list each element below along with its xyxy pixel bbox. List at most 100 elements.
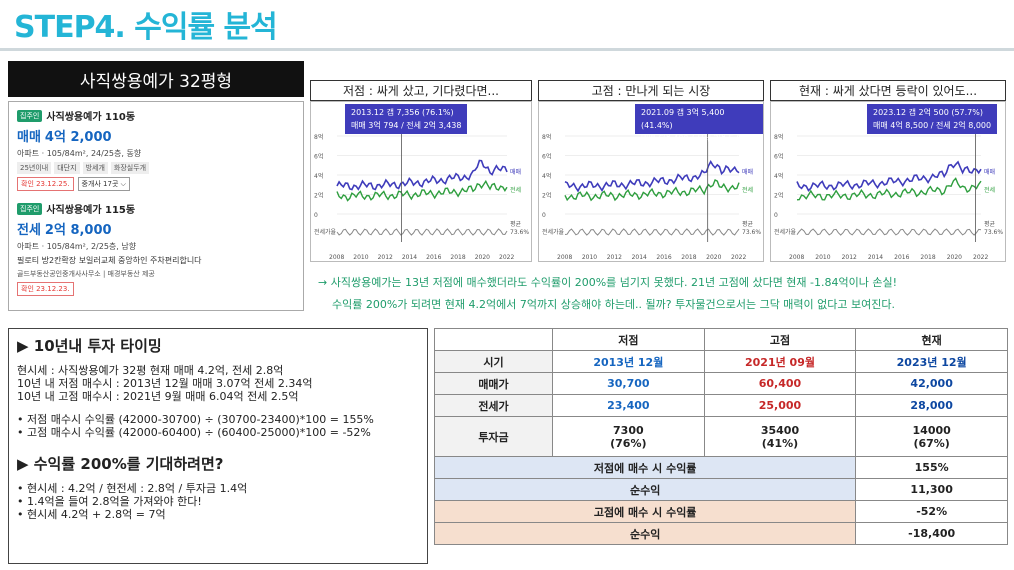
section-heading: ▶ 10년내 투자 타이밍: [17, 337, 162, 355]
confirm-date: 확인 23.12.23.: [17, 282, 74, 296]
listing-tags: 25년이내 대단지 방세개 화장실두개: [17, 162, 295, 174]
column-header: 현재: [855, 328, 1008, 351]
x-tick-label: 2018: [920, 254, 935, 261]
average-ratio: 73.6%: [510, 229, 529, 236]
x-tick-label: 2022: [499, 254, 514, 261]
row-header: 시기: [434, 350, 553, 373]
y-tick-label: 4억: [774, 172, 783, 180]
x-tick-label: 2018: [681, 254, 696, 261]
owner-badge: 집주인: [17, 202, 43, 215]
y-tick-label: 8억: [314, 133, 323, 141]
y-tick-label: 6억: [314, 153, 323, 161]
timing-panel: ▶ 10년내 투자 타이밍 현시세 : 사직쌍용예가 32평 현재 매매 4.2…: [8, 328, 428, 564]
legend-rent: 전세: [510, 186, 521, 194]
average-ratio: 73.6%: [984, 229, 1003, 236]
x-tick-label: 2012: [378, 254, 393, 261]
table-row: 투자금 7300 (76%) 35400 (41%) 14000 (67%): [434, 416, 1008, 457]
title-divider: [0, 48, 1014, 51]
summary-row: 순수익 11,300: [433, 478, 1008, 501]
table-cell: 2021년 09월: [703, 350, 857, 373]
bullet-item: 현시세 4.2억 + 2.8억 = 7억: [17, 508, 419, 521]
x-tick-label: 2014: [632, 254, 647, 261]
x-tick-label: 2010: [353, 254, 368, 261]
x-tick-label: 2012: [607, 254, 622, 261]
returns-table: 저점 고점 현재 시기 2013년 12월 2021년 09월 2023년 12…: [433, 328, 1008, 545]
ratio-axis-label: 전세가율: [314, 228, 337, 236]
table-cell: 60,400: [703, 372, 857, 395]
summary-value: 11,300: [855, 478, 1008, 501]
y-tick-label: 0: [542, 212, 546, 219]
x-tick-label: 2020: [947, 254, 962, 261]
table-cell: 25,000: [703, 394, 857, 417]
apartment-header: 사직쌍용예가 32평형: [8, 61, 304, 97]
ratio-axis-label: 전세가율: [774, 228, 797, 236]
listing-price: 4억 2,000: [44, 130, 112, 145]
rent-ratio-line: [336, 228, 508, 236]
price-chart-low[interactable]: 8억 6억 4억 2억 0 2008 2010 2012 2014 2016 2018 2020 202…: [310, 101, 532, 262]
bullet-item: 현시세 : 4.2억 / 현전세 : 2.8억 / 투자금 1.4억: [17, 482, 419, 495]
x-tick-label: 2022: [731, 254, 746, 261]
x-tick-label: 2008: [789, 254, 804, 261]
chart-title-high: 고점 : 만나게 되는 시장: [538, 80, 764, 101]
y-tick-label: 8억: [542, 133, 551, 141]
page-title: STEP4. 수익률 분석: [14, 10, 278, 45]
price-chart-now[interactable]: 8억 6억 4억 2억 0 2008 2010 2012 2014 2016 2018 2020 202…: [770, 101, 1006, 262]
x-tick-label: 2014: [402, 254, 417, 261]
legend-sale: 매매: [510, 168, 521, 176]
text-line: 10년 내 저점 매수시 : 2013년 12월 매매 3.07억 전세 2.3…: [17, 377, 313, 390]
rent-ratio-line: [796, 228, 982, 236]
x-tick-label: 2016: [894, 254, 909, 261]
listing-price: 2억 8,000: [44, 223, 112, 238]
average-ratio: 73.6%: [742, 229, 761, 236]
broker-dropdown[interactable]: 중개사 17곳 ⌵: [77, 177, 130, 191]
tag: 화장실두개: [110, 162, 150, 174]
listing-name: 사직쌍용예가 110동: [46, 112, 136, 123]
x-tick-label: 2008: [329, 254, 344, 261]
table-cell: 28,000: [855, 394, 1008, 417]
table-row: 시기 2013년 12월 2021년 09월 2023년 12월: [434, 350, 1008, 373]
sale-price-line: [336, 159, 508, 191]
ratio-axis-label: 전세가율: [542, 228, 565, 236]
column-header: 저점: [552, 328, 705, 351]
listing-specs: 아파트 · 105/84m², 2/25층, 남향: [17, 242, 137, 251]
listing-item[interactable]: 집주인 사직쌍용예가 110동 매매 4억 2,000 아파트 · 105/84m²…: [17, 108, 295, 191]
table-row: 매매가 30,700 60,400 42,000: [434, 372, 1008, 395]
listing-specs: 아파트 · 105/84m², 24/25층, 동향: [17, 149, 142, 158]
summary-label: 고점에 매수 시 수익률: [433, 500, 857, 523]
table-row: 전세가 23,400 25,000 28,000: [434, 394, 1008, 417]
listing-description: 필로티 방2칸확장 보일러교체 중앙하인 주차편리합니다: [17, 256, 202, 265]
price-chart-high[interactable]: 8억 6억 4억 2억 0 2008 2010 2012 2014 2016 2018 2020 202…: [538, 101, 764, 262]
x-tick-label: 2016: [656, 254, 671, 261]
y-tick-label: 4억: [542, 172, 551, 180]
bullet-item: 1.4억을 들여 2.8억을 가져와야 한다!: [17, 495, 419, 508]
section-heading: ▶ 수익률 200%를 기대하려면?: [17, 455, 224, 473]
x-tick-label: 2012: [842, 254, 857, 261]
table-cell: 35400 (41%): [703, 416, 857, 457]
listing-panel: 집주인 사직쌍용예가 110동 매매 4억 2,000 아파트 · 105/84m²…: [8, 101, 304, 311]
chart-tooltip: 2023.12 갭 2억 500 (57.7%) 매매 4억 8,500 / 전세…: [867, 104, 998, 134]
text-line: 10년 내 고점 매수시 : 2021년 9월 매매 6.04억 전세 2.5억: [17, 390, 299, 403]
y-tick-label: 2억: [774, 192, 783, 200]
summary-label: 순수익: [433, 522, 857, 545]
table-cell: 30,700: [552, 372, 705, 395]
sale-price-line: [796, 160, 982, 192]
owner-badge: 집주인: [17, 109, 43, 122]
summary-value: -52%: [855, 500, 1008, 523]
bullet-item: 저점 매수시 수익률 (42000-30700) ÷ (30700-23400)…: [17, 413, 419, 426]
rent-ratio-line: [564, 228, 740, 236]
y-tick-label: 6억: [774, 153, 783, 161]
table-cell: 7300 (76%): [552, 416, 705, 457]
summary-row: 고점에 매수 시 수익률 -52%: [433, 500, 1008, 523]
summary-value: -18,400: [855, 522, 1008, 545]
listing-item[interactable]: 집주인 사직쌍용예가 115동 전세 2억 8,000 아파트 · 105/84m²…: [17, 201, 295, 296]
summary-row: 순수익 -18,400: [433, 522, 1008, 545]
row-header: 매매가: [434, 372, 553, 395]
chart-tooltip: 2013.12 갭 7,356 (76.1%) 매매 3억 794 / 전세 2억…: [345, 104, 468, 134]
y-tick-label: 4억: [314, 172, 323, 180]
legend-rent: 전세: [984, 186, 995, 194]
listing-name: 사직쌍용예가 115동: [46, 205, 136, 216]
x-tick-label: 2020: [475, 254, 490, 261]
x-tick-label: 2010: [815, 254, 830, 261]
y-tick-label: 2억: [314, 192, 323, 200]
